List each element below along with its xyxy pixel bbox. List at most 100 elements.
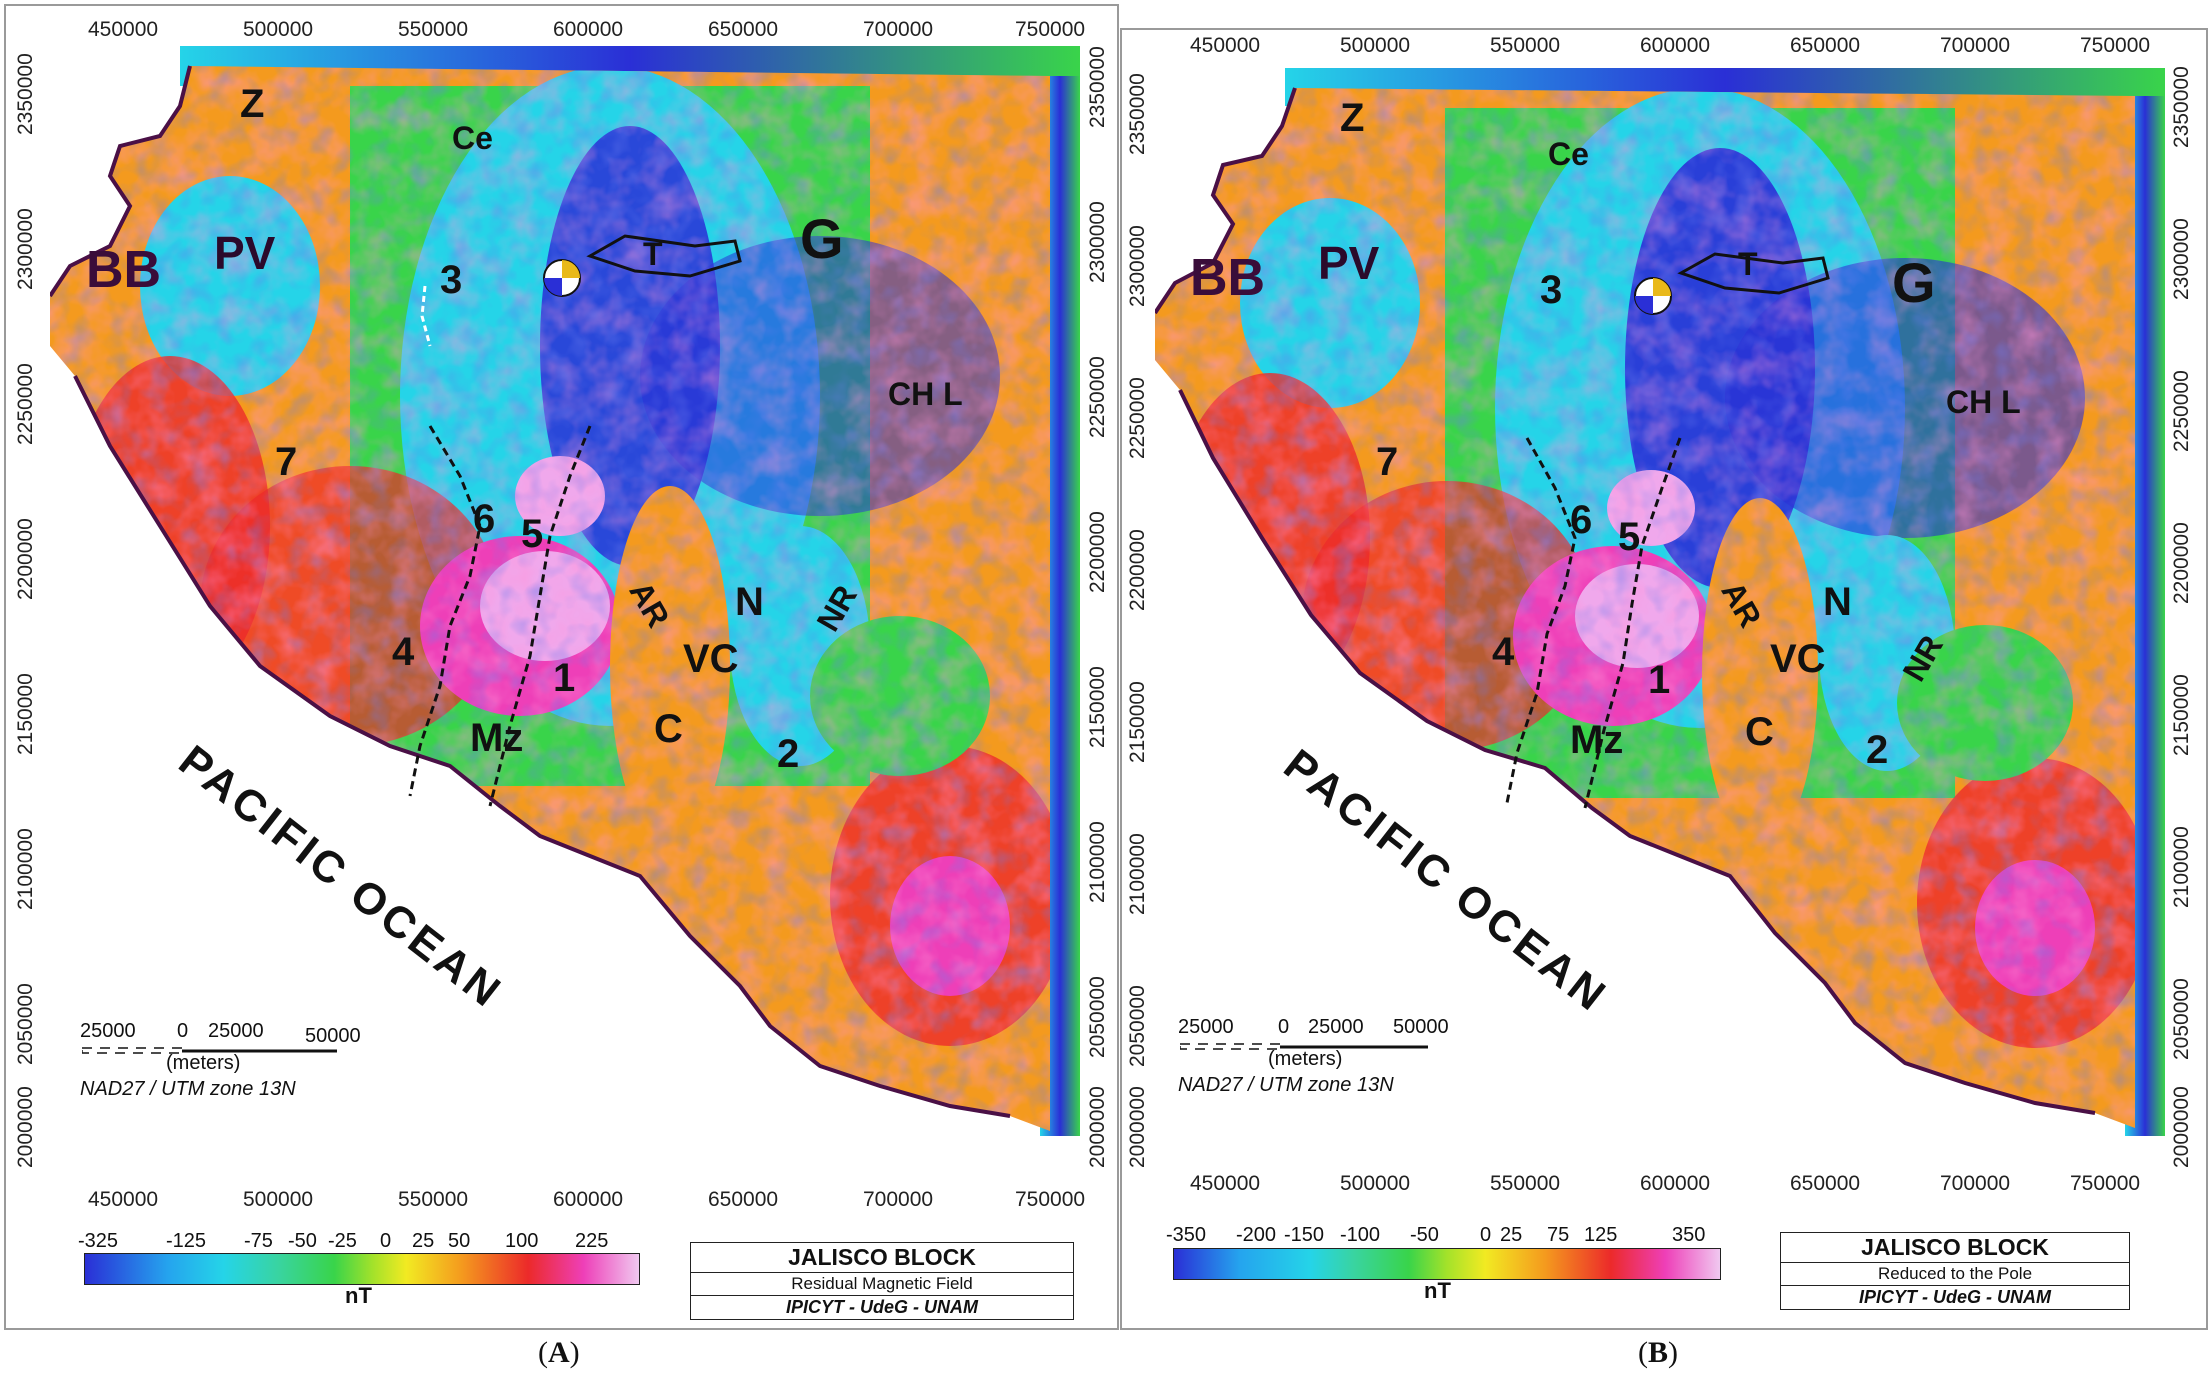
panel-b-datum: NAD27 / UTM zone 13N [1178, 1074, 1394, 1096]
panel-b-title: JALISCO BLOCK [1781, 1233, 2129, 1263]
panel-a-scale-bar: 25000 0 25000 50000 (meters) NAD27 / UTM… [80, 1020, 400, 1100]
panel-b-label-7: 7 [1376, 440, 1399, 484]
panel-a-cb-label-3: -75 [244, 1230, 273, 1252]
panel-a-label-1: 1 [553, 656, 576, 700]
panel-a-y-tick-left-2: 2300000 [14, 208, 37, 290]
panel-a-scale-right: 50000 [305, 1025, 361, 1047]
panel-b-caption: (B) [1638, 1336, 1679, 1369]
panel-a-scale-graphic [82, 1047, 337, 1054]
panel-a-colorbar-unit: nT [345, 1283, 372, 1308]
panel-b-x-tick-top-3: 550000 [1490, 34, 1561, 57]
panel-b-subtitle: Reduced to the Pole [1781, 1263, 2129, 1286]
panel-b-x-tick-bottom-4: 600000 [1640, 1172, 1711, 1195]
panel-a-cb-label-6: 0 [380, 1230, 392, 1252]
panel-a-title: JALISCO BLOCK [691, 1243, 1073, 1273]
panel-a-x-tick-top-4: 600000 [553, 18, 624, 41]
panel-a-label-g: G [800, 207, 844, 270]
panel-b-y-tick-right-2: 2300000 [2170, 218, 2193, 300]
panel-a-label-5: 5 [521, 512, 544, 556]
panel-b-title-box: JALISCO BLOCK Reduced to the Pole IPICYT… [1780, 1232, 2130, 1310]
panel-a-y-tick-right-8: 2000000 [1086, 1086, 1109, 1168]
panel-b-label-ce: Ce [1548, 136, 1589, 172]
panel-a-anomaly-map [50, 46, 1080, 1171]
panel-a-x-tick-top-3: 550000 [398, 18, 469, 41]
panel-a-x-tick-bottom-5: 650000 [708, 1188, 779, 1211]
panel-a-y-tick-right-5: 2150000 [1086, 666, 1109, 748]
panel-b-x-tick-bottom-3: 550000 [1490, 1172, 1561, 1195]
panel-b-y-tick-right-6: 2100000 [2170, 826, 2193, 908]
panel-b-label-mz: Mz [1570, 718, 1624, 762]
panel-a-label-z: Z [240, 82, 265, 126]
panel-a-y-tick-left-5: 2150000 [14, 673, 37, 755]
panel-b-scale-bar: 25000 0 25000 50000 (meters) NAD27 / UTM… [1178, 1016, 1498, 1096]
panel-a-scale-left: 25000 [80, 1020, 136, 1042]
panel-b-label-vc: VC [1770, 637, 1826, 681]
panel-b-y-tick-left-1: 2350000 [1126, 73, 1149, 155]
panel-a-y-tick-left-7: 2050000 [14, 983, 37, 1065]
panel-a-y-tick-left-4: 2200000 [14, 518, 37, 600]
panel-b-x-tick-bottom-1: 450000 [1190, 1172, 1261, 1195]
panel-b-scale-mid: 25000 [1308, 1016, 1364, 1038]
panel-a-x-tick-top-6: 700000 [863, 18, 934, 41]
panel-b-x-tick-top-6: 700000 [1940, 34, 2011, 57]
panel-a-y-tick-left-3: 2250000 [14, 363, 37, 445]
panel-b-label-6: 6 [1570, 498, 1593, 542]
panel-a-datum: NAD27 / UTM zone 13N [80, 1078, 296, 1100]
panel-a-label-vc: VC [683, 637, 739, 681]
panel-b-y-tick-right-7: 2050000 [2170, 978, 2193, 1060]
panel-a-label-bb: BB [86, 241, 162, 299]
panel-b-map [1155, 68, 2165, 1173]
panel-b-label-1: 1 [1648, 658, 1671, 702]
panel-b-x-tick-top-1: 450000 [1190, 34, 1261, 57]
panel-b-label-2: 2 [1866, 728, 1889, 772]
panel-b-y-tick-left-5: 2150000 [1126, 681, 1149, 763]
panel-a-scale-zero: 0 [177, 1020, 189, 1042]
panel-b-cb-label-7: 25 [1500, 1224, 1523, 1246]
panel-b-label-pv: PV [1318, 237, 1380, 289]
panel-a-y-tick-left-8: 2000000 [14, 1086, 37, 1168]
panel-a-x-tick-top-2: 500000 [243, 18, 314, 41]
panel-b-y-tick-left-2: 2300000 [1126, 225, 1149, 307]
panel-b-cb-label-4: -100 [1340, 1224, 1381, 1246]
panel-b-cb-label-10: 350 [1672, 1224, 1706, 1246]
panel-a-label-chl: CH L [888, 376, 963, 412]
panel-a-x-tick-bottom-4: 600000 [553, 1188, 624, 1211]
panel-b-x-tick-top-5: 650000 [1790, 34, 1861, 57]
panel-b-label-3: 3 [1540, 268, 1563, 312]
panel-a-label-n: N [735, 580, 764, 624]
panel-b-label-c: C [1745, 710, 1774, 754]
panel-b-label-4: 4 [1492, 630, 1515, 674]
panel-a-x-tick-bottom-2: 500000 [243, 1188, 314, 1211]
panel-a-y-tick-right-7: 2050000 [1086, 976, 1109, 1058]
panel-a-y-tick-right-4: 2200000 [1086, 511, 1109, 593]
panel-a-scale-mid: 25000 [208, 1020, 264, 1042]
panel-a-x-tick-top-1: 450000 [88, 18, 159, 41]
panel-a-label-mz: Mz [470, 716, 524, 760]
panel-b-credit: IPICYT - UdeG - UNAM [1859, 1287, 2051, 1307]
panel-a-subtitle: Residual Magnetic Field [691, 1273, 1073, 1296]
panel-b-cb-label-6: 0 [1480, 1224, 1492, 1246]
panel-b-y-tick-left-6: 2100000 [1126, 833, 1149, 915]
panel-b-y-tick-right-5: 2150000 [2170, 674, 2193, 756]
panel-b-scale-graphic [1180, 1043, 1428, 1050]
panel-a-cb-label-8: 50 [448, 1230, 471, 1252]
panel-a-label-t: T [643, 236, 663, 272]
panel-a-x-tick-bottom-7: 750000 [1015, 1188, 1086, 1211]
panel-b-scale-unit: (meters) [1268, 1048, 1343, 1070]
panel-a-y-tick-right-2: 2300000 [1086, 201, 1109, 283]
panel-a-label-2: 2 [777, 732, 800, 776]
panel-a-label-7: 7 [275, 440, 298, 484]
panel-b-y-tick-right-3: 2250000 [2170, 370, 2193, 452]
panel-a-caption: (A) [538, 1336, 580, 1369]
panel-b-x-tick-top-7: 750000 [2080, 34, 2151, 57]
panel-a-cb-label-10: 225 [575, 1230, 609, 1252]
panel-a-y-tick-left-6: 2100000 [14, 828, 37, 910]
panel-a-label-pv: PV [214, 227, 276, 279]
panel-a-x-tick-bottom-6: 700000 [863, 1188, 934, 1211]
panel-b-cb-label-9: 125 [1584, 1224, 1618, 1246]
panel-a-title-box: JALISCO BLOCK Residual Magnetic Field IP… [690, 1242, 1074, 1320]
panel-b-scale-left: 25000 [1178, 1016, 1234, 1038]
panel-b-y-tick-right-8: 2000000 [2170, 1086, 2193, 1168]
panel-b-x-tick-bottom-7: 750000 [2070, 1172, 2141, 1195]
panel-b-anomaly-map [1155, 68, 2165, 1173]
